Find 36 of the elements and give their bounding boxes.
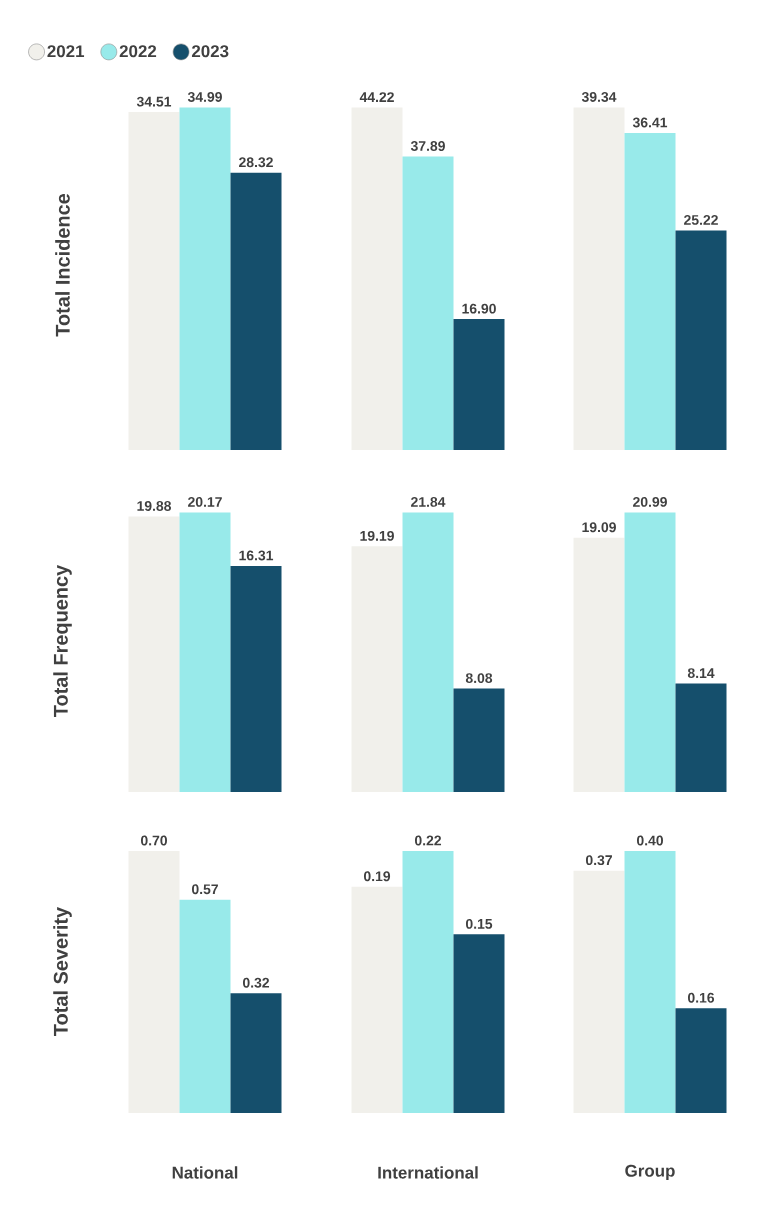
data-label: 0.70 [140, 835, 168, 846]
y-axis-title: Total Severity [53, 907, 72, 1036]
data-label: 0.57 [191, 884, 218, 895]
data-label: 20.99 [633, 496, 667, 507]
x-axis-title: International [378, 1166, 478, 1179]
data-label: 19.09 [582, 522, 616, 533]
data-label: 0.40 [636, 835, 664, 846]
data-label: 0.19 [363, 871, 391, 882]
data-label: 8.08 [465, 673, 493, 684]
data-label: 0.16 [687, 992, 715, 1003]
x-axis-title: Group [625, 1164, 675, 1181]
legend-label: 2022 [119, 45, 157, 58]
data-label: 34.99 [187, 91, 222, 102]
x-axis-title: National [172, 1166, 238, 1179]
data-label: 0.15 [465, 918, 493, 929]
data-label: 19.88 [137, 501, 172, 511]
data-label: 8.14 [687, 668, 715, 679]
data-label: 0.22 [414, 835, 442, 846]
y-axis-title: Total Incidence [55, 193, 70, 337]
data-label: 37.89 [410, 141, 445, 151]
data-label: 44.22 [359, 92, 394, 102]
data-label: 16.31 [239, 550, 274, 561]
y-axis-title: Total Frequency [53, 564, 72, 718]
data-label: 0.32 [242, 977, 270, 988]
data-label: 36.41 [632, 117, 668, 128]
data-label: 25.22 [684, 214, 718, 225]
data-label: 34.51 [136, 96, 172, 107]
data-label: 39.34 [581, 92, 617, 102]
data-label: 28.32 [239, 157, 273, 168]
data-label: 20.17 [188, 496, 222, 507]
legend-label: 2021 [47, 45, 85, 58]
data-label: 21.84 [411, 496, 446, 507]
data-label: 0.37 [585, 855, 612, 866]
data-label: 16.90 [462, 303, 496, 314]
data-label: 19.19 [360, 530, 394, 541]
legend-label: 2023 [191, 45, 229, 58]
